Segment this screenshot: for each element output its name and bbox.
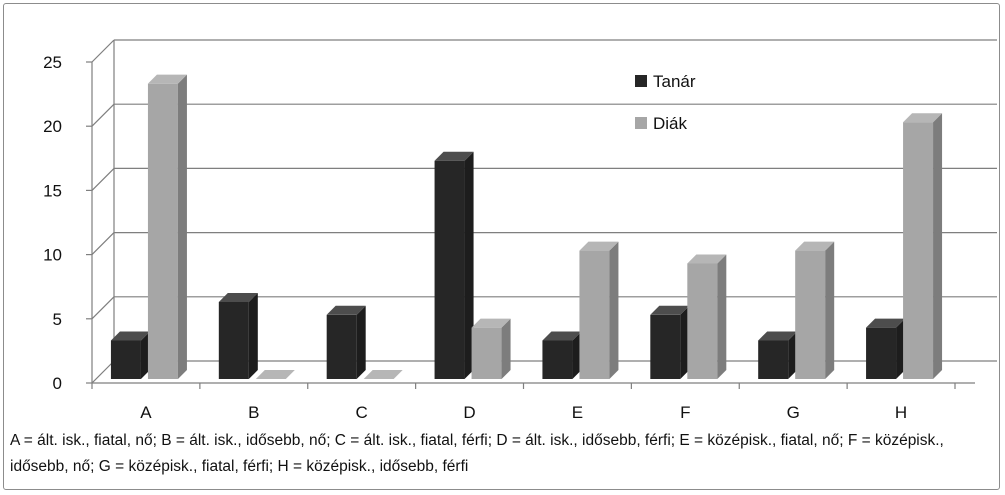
- gridline-side: [91, 232, 115, 256]
- x-tick-label: D: [463, 403, 475, 422]
- bar-diák-E: [579, 241, 619, 379]
- bar-tanár-G: [758, 331, 798, 379]
- y-tick-label: 5: [53, 310, 62, 329]
- x-tick-label: G: [787, 403, 800, 422]
- category-footnote: A = ált. isk., fiatal, nő; B = ált. isk.…: [10, 432, 949, 475]
- legend-swatch: [635, 117, 647, 129]
- bar-diák-F: [687, 254, 727, 379]
- bar-diák-A: [147, 74, 187, 380]
- bar-tanár-A: [110, 331, 150, 379]
- bar-diák-H: [903, 113, 943, 379]
- gridline-side: [91, 103, 115, 127]
- bar-diák-D: [471, 318, 511, 379]
- y-tick-label: 25: [43, 53, 62, 72]
- y-tick-label: 10: [43, 246, 62, 265]
- tick-labels: 0 5 10 15 20 25 A B C D E F G H: [43, 53, 907, 422]
- bar-tanár-B: [218, 292, 258, 379]
- bar-tanár-C: [326, 305, 366, 379]
- x-tick-label: C: [356, 403, 368, 422]
- x-tick-label: A: [140, 403, 152, 422]
- x-tick-label: F: [680, 403, 690, 422]
- legend-label: Tanár: [653, 72, 696, 91]
- bar-diák-C: [363, 370, 403, 379]
- gridline-side: [91, 39, 115, 63]
- x-tick-label: E: [572, 403, 583, 422]
- y-tick-label: 20: [43, 117, 62, 136]
- bars: [110, 74, 943, 380]
- x-tick-label: B: [248, 403, 259, 422]
- y-tick-label: 15: [43, 181, 62, 200]
- axes: [86, 40, 975, 389]
- bar-tanár-F: [650, 305, 690, 379]
- gridline-side: [91, 167, 115, 191]
- legend-swatch: [635, 75, 647, 87]
- legend: Tanár Diák: [635, 72, 696, 133]
- bar-tanár-H: [866, 318, 906, 379]
- bar-diák-B: [255, 370, 295, 379]
- y-tick-label: 0: [53, 374, 62, 393]
- gridline-side: [91, 296, 115, 320]
- bar-tanár-D: [434, 151, 474, 379]
- legend-label: Diák: [653, 114, 688, 133]
- gridline-side: [91, 360, 115, 384]
- grid-lines: [91, 39, 997, 384]
- x-tick-label: H: [895, 403, 907, 422]
- bar-tanár-E: [542, 331, 582, 379]
- bar-diák-G: [795, 241, 835, 379]
